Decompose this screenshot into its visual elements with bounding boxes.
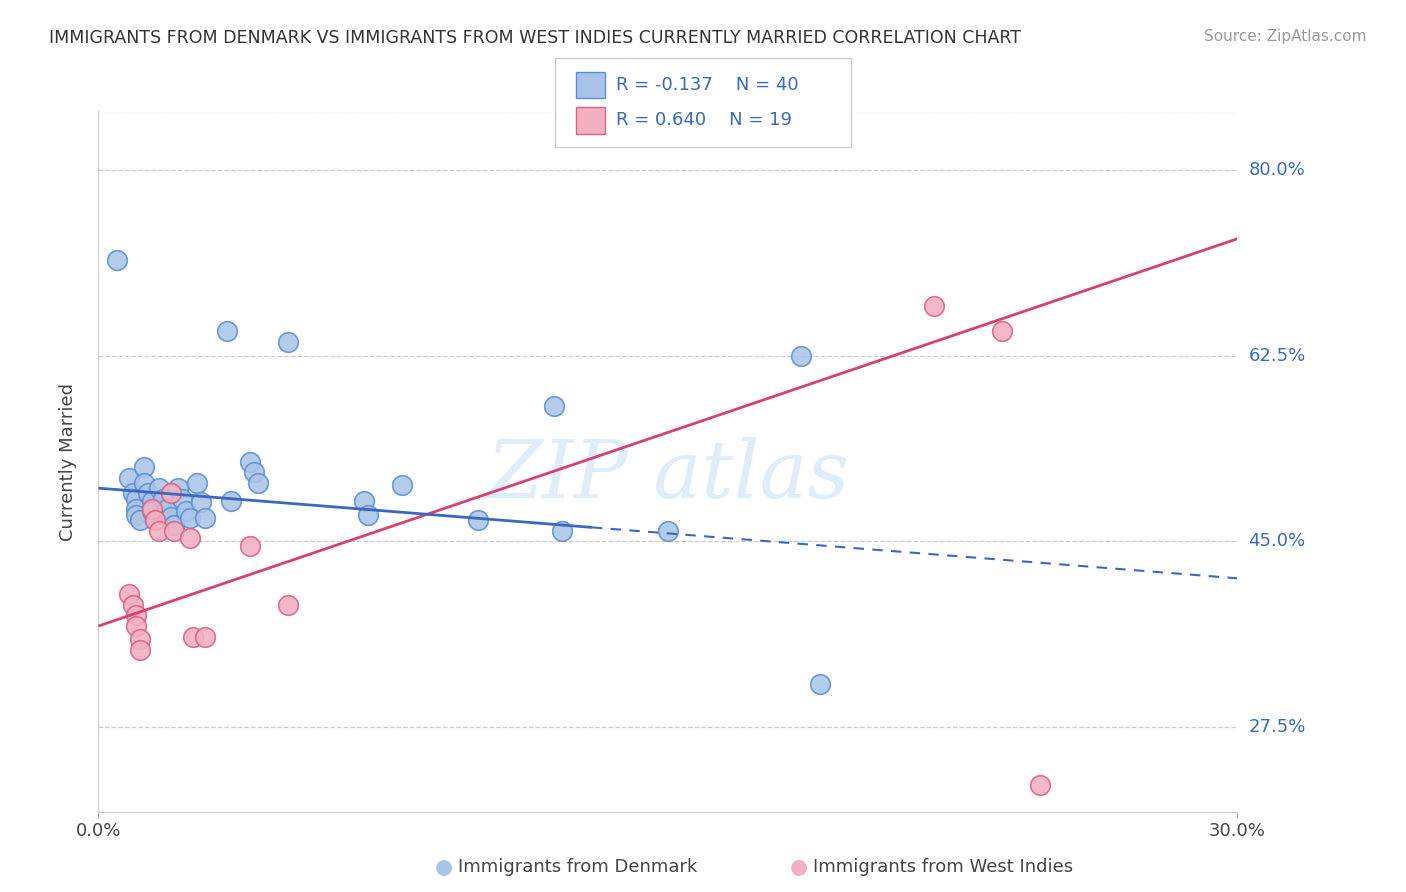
- Point: [129, 513, 152, 527]
- Point: [170, 491, 193, 506]
- Point: [125, 508, 148, 522]
- Point: [243, 465, 266, 479]
- Text: ZIP atlas: ZIP atlas: [486, 437, 849, 515]
- Text: 62.5%: 62.5%: [1249, 346, 1306, 365]
- Point: [543, 400, 565, 414]
- Point: [136, 486, 159, 500]
- Text: Immigrants from Denmark: Immigrants from Denmark: [458, 858, 697, 876]
- Point: [159, 509, 181, 524]
- Point: [148, 524, 170, 538]
- Point: [163, 518, 186, 533]
- Text: 80.0%: 80.0%: [1249, 161, 1305, 179]
- Text: R = -0.137    N = 40: R = -0.137 N = 40: [616, 76, 799, 94]
- Point: [183, 630, 205, 644]
- Point: [657, 524, 679, 538]
- Point: [991, 324, 1014, 338]
- Point: [129, 632, 152, 646]
- Point: [132, 459, 155, 474]
- Text: ●: ●: [436, 857, 453, 877]
- Point: [156, 502, 179, 516]
- Point: [790, 349, 813, 363]
- Point: [357, 508, 380, 522]
- Point: [217, 324, 239, 338]
- Point: [163, 524, 186, 538]
- Point: [221, 494, 243, 508]
- Point: [118, 470, 141, 484]
- Point: [121, 486, 143, 500]
- Point: [167, 481, 190, 495]
- Text: Immigrants from West Indies: Immigrants from West Indies: [813, 858, 1073, 876]
- Point: [152, 491, 174, 506]
- Point: [1029, 778, 1052, 792]
- Point: [922, 299, 945, 313]
- Point: [190, 495, 212, 509]
- Point: [125, 491, 148, 506]
- Point: [129, 643, 152, 657]
- Point: [239, 454, 262, 469]
- Point: [194, 630, 217, 644]
- Point: [145, 513, 167, 527]
- Point: [141, 494, 163, 508]
- Point: [132, 475, 155, 490]
- Point: [125, 608, 148, 623]
- Point: [239, 540, 262, 554]
- Point: [194, 511, 217, 525]
- Point: [467, 513, 489, 527]
- Point: [141, 502, 163, 516]
- Point: [179, 511, 201, 525]
- Point: [125, 502, 148, 516]
- Text: 45.0%: 45.0%: [1249, 533, 1306, 550]
- Point: [145, 513, 167, 527]
- Point: [277, 334, 299, 349]
- Point: [118, 587, 141, 601]
- Point: [391, 478, 413, 492]
- Point: [186, 475, 208, 490]
- Text: R = 0.640    N = 19: R = 0.640 N = 19: [616, 112, 792, 129]
- Text: 27.5%: 27.5%: [1249, 718, 1306, 736]
- Point: [353, 494, 375, 508]
- Point: [107, 253, 129, 268]
- Point: [277, 598, 299, 612]
- Point: [141, 504, 163, 518]
- Point: [550, 524, 572, 538]
- Text: Source: ZipAtlas.com: Source: ZipAtlas.com: [1204, 29, 1367, 45]
- Point: [808, 677, 831, 691]
- Point: [179, 531, 201, 545]
- Point: [148, 481, 170, 495]
- Point: [125, 619, 148, 633]
- Point: [246, 475, 269, 490]
- Point: [121, 598, 143, 612]
- Point: [174, 504, 197, 518]
- Text: IMMIGRANTS FROM DENMARK VS IMMIGRANTS FROM WEST INDIES CURRENTLY MARRIED CORRELA: IMMIGRANTS FROM DENMARK VS IMMIGRANTS FR…: [49, 29, 1021, 47]
- Y-axis label: Currently Married: Currently Married: [59, 383, 77, 541]
- Point: [159, 486, 181, 500]
- Text: ●: ●: [790, 857, 807, 877]
